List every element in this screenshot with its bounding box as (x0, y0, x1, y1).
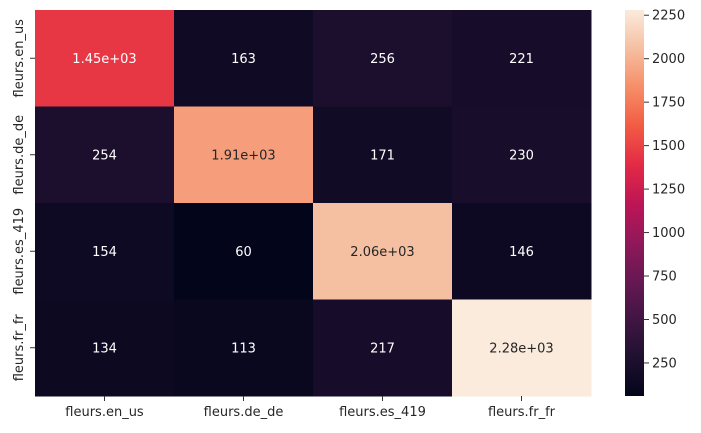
cell-value-label: 230 (509, 148, 534, 163)
x-axis: fleurs.en_us fleurs.de_de fleurs.es_419 fle… (65, 396, 556, 420)
y-tick-label: fleurs.fr_fr (12, 314, 27, 382)
heatmap-cell (452, 203, 592, 300)
x-tick-label: fleurs.es_419 (339, 405, 426, 420)
colorbar: 250 500 750 1000 1250 1500 1750 2000 2250 (625, 9, 685, 396)
cell-value-label: 60 (235, 245, 252, 260)
cell-value-label: 254 (92, 148, 117, 163)
heatmap-cell (174, 10, 314, 107)
cell-value-label: 217 (370, 341, 395, 356)
heatmap-cell (313, 106, 453, 204)
cell-value-label: 134 (92, 341, 117, 356)
cell-value-label: 221 (509, 52, 534, 67)
colorbar-gradient (625, 10, 644, 396)
y-axis: fleurs.en_us fleurs.de_de fleurs.es_419fle… (12, 19, 35, 381)
cell-value-label: 1.45e+03 (72, 52, 136, 67)
x-tick-label: fleurs.fr_fr (488, 405, 556, 420)
colorbar-tick-label: 2250 (652, 9, 685, 24)
colorbar-tick-label: 750 (652, 270, 677, 285)
colorbar-tick-label: 1750 (652, 96, 685, 111)
cell-value-label: 154 (92, 245, 117, 260)
heatmap-cell (35, 10, 175, 107)
heatmap-cell (313, 299, 453, 397)
cell-value-label: 146 (509, 245, 534, 260)
cell-value-label: 113 (231, 341, 256, 356)
y-tick-label: fleurs.es_419 (12, 208, 27, 295)
heatmap-cells (35, 10, 592, 397)
heatmap-cell-labels: 1.45e+03 163 256 221 254 1.91e+03 171 230 154 60 2… (72, 52, 553, 357)
cell-value-label: 2.28e+03 (489, 341, 553, 356)
heatmap-cell (452, 106, 592, 204)
cell-value-label: 256 (370, 52, 395, 67)
colorbar-tick-label: 1000 (652, 226, 685, 241)
heatmap-cell (35, 299, 175, 397)
colorbar-tick-label: 500 (652, 313, 677, 328)
colorbar-tick-label: 250 (652, 356, 677, 371)
y-tick-label: fleurs.en_us (12, 19, 27, 98)
cell-value-label: 2.06e+03 (350, 245, 414, 260)
heatmap-cell (313, 10, 453, 107)
cell-value-label: 171 (370, 148, 395, 163)
colorbar-tick-label: 2000 (652, 52, 685, 67)
y-tick-label: fleurs.de_de (12, 115, 27, 195)
cell-value-label: 1.91e+03 (211, 148, 275, 163)
heatmap-cell (35, 203, 175, 300)
heatmap-cell (35, 106, 175, 204)
heatmap-cell (174, 106, 314, 204)
heatmap-cell (174, 299, 314, 397)
heatmap-cell (452, 299, 592, 397)
x-tick-label: fleurs.de_de (204, 405, 284, 420)
heatmap-cell (313, 203, 453, 300)
colorbar-tick-label: 1250 (652, 183, 685, 198)
x-tick-label: fleurs.en_us (65, 405, 144, 420)
cell-value-label: 163 (231, 52, 256, 67)
heatmap-cell (174, 203, 314, 300)
heatmap-cell (452, 10, 592, 107)
colorbar-tick-label: 1500 (652, 139, 685, 154)
